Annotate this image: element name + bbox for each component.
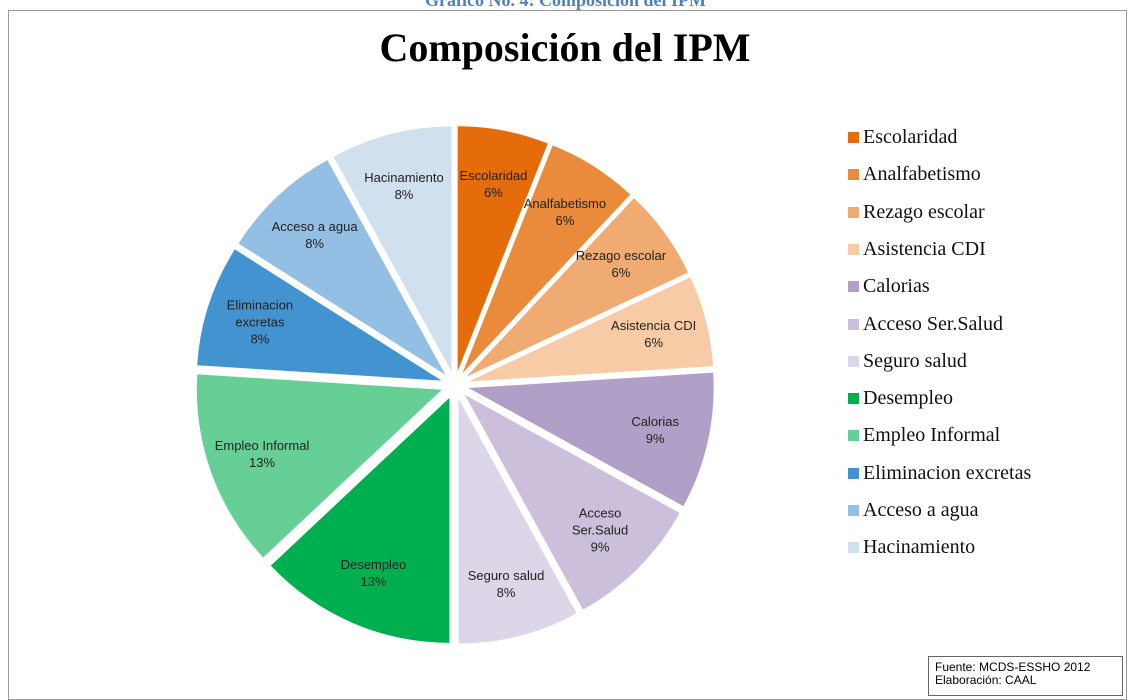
source-box: Fuente: MCDS-ESSHO 2012 Elaboración: CAA… [928,656,1123,696]
slice-category: Escolaridad [459,167,528,183]
legend-swatch [848,169,859,181]
slice-label: Analfabetismo 6% [510,195,620,229]
slice-category: Analfabetismo [523,195,607,211]
legend-swatch [848,430,859,442]
slice-label: Desempleo 13% [319,556,429,590]
chart-title: Composición del IPM [379,25,750,70]
legend-label: Acceso a agua [863,499,979,521]
legend-swatch [848,393,859,405]
slice-label: Seguro salud 8% [451,567,561,601]
slice-value: 8% [496,584,516,600]
legend-label: Escolaridad [863,126,958,148]
legend-swatch [848,467,859,479]
slice-value: 6% [611,265,631,281]
slice-label: Rezago escolar 6% [566,247,676,281]
legend-entry: Eliminacion excretas [848,462,1031,485]
slice-value: 6% [644,334,664,350]
legend-swatch [848,281,859,293]
slice-value: 13% [360,574,387,590]
slice-label: Acceso Ser.Salud 9% [565,505,635,556]
slice-category: Hacinamiento [364,170,444,186]
source-line: Elaboración: CAAL [935,673,1037,687]
pie-slice [457,126,548,372]
slice-label: Acceso a agua 8% [260,218,370,252]
pie-slice [238,160,446,375]
slice-label: Hacinamiento 8% [349,169,459,203]
legend-entry: Acceso Ser.Salud [848,313,1003,336]
slice-value: 8% [305,236,324,252]
slice-category: Rezago escolar [575,248,667,264]
legend-label: Asistencia CDI [863,237,986,260]
pie-slice [333,126,452,372]
pie-slice [197,249,442,381]
legend-swatch [848,243,859,255]
legend-entry: Hacinamiento [848,536,975,559]
legend-label: Analfabetismo [863,163,981,186]
legend-entry: Rezago escolar [848,201,985,224]
figure-header: Gráfico No. 4: Composición del IPM [425,0,706,10]
legend-label: Empleo Informal [863,424,1001,447]
slice-value: 9% [590,539,610,555]
legend-swatch [848,132,859,143]
pie-slice [464,394,680,610]
slice-value: 8% [394,187,414,203]
legend-swatch [848,505,859,516]
legend-label: Seguro salud [863,349,967,372]
legend-label: Desempleo [863,387,953,410]
legend-label: Rezago escolar [863,200,985,223]
legend-swatch [848,318,859,330]
slice-value: 6% [555,212,575,228]
slice-label: Escolaridad 6% [438,167,548,201]
pie-slice [462,145,631,374]
pie-slice [468,277,714,382]
slice-value: 9% [645,430,665,446]
slice-category: Empleo Informal [214,438,310,454]
slice-label: Asistencia CDI 6% [599,317,709,351]
legend-entry: Empleo Informal [848,424,1000,447]
slice-category: Eliminacion excretas [226,297,294,330]
legend-label: Calorias [863,275,930,298]
legend-label: Hacinamiento [863,536,976,559]
slice-label: Calorias 9% [600,413,710,447]
slice-category: Seguro salud [467,567,545,583]
pie-slice [468,372,714,507]
legend-entry: Acceso a agua [848,499,979,522]
slice-value: 8% [250,331,270,347]
pie-slice [466,198,689,377]
legend-entry: Calorias [848,275,930,298]
slice-value: 6% [484,184,503,200]
legend-swatch [848,542,859,554]
legend-label: Eliminacion excretas [863,461,1032,484]
legend-entry: Desempleo [848,387,953,410]
slice-category: Calorias [631,413,679,429]
slice-category: Desempleo [340,557,407,573]
pie-slice [270,397,450,643]
legend-entry: Escolaridad [848,126,957,149]
slice-value: 13% [249,455,276,471]
slice-label: Eliminacion excretas 8% [215,296,305,347]
slice-category: Acceso Ser.Salud [571,505,629,538]
legend-entry: Seguro salud [848,350,967,373]
slice-category: Acceso a agua [271,219,358,235]
pie-slice [458,398,577,644]
legend-entry: Asistencia CDI [848,238,986,261]
slice-category: Asistencia CDI [611,317,697,333]
slice-label: Empleo Informal 13% [207,437,317,471]
source-line: Fuente: MCDS-ESSHO 2012 [935,660,1091,674]
legend-swatch [848,206,859,218]
legend-swatch [848,355,859,367]
pie-slice [196,374,442,558]
legend-entry: Analfabetismo [848,163,981,186]
legend-label: Acceso Ser.Salud [863,312,1003,335]
